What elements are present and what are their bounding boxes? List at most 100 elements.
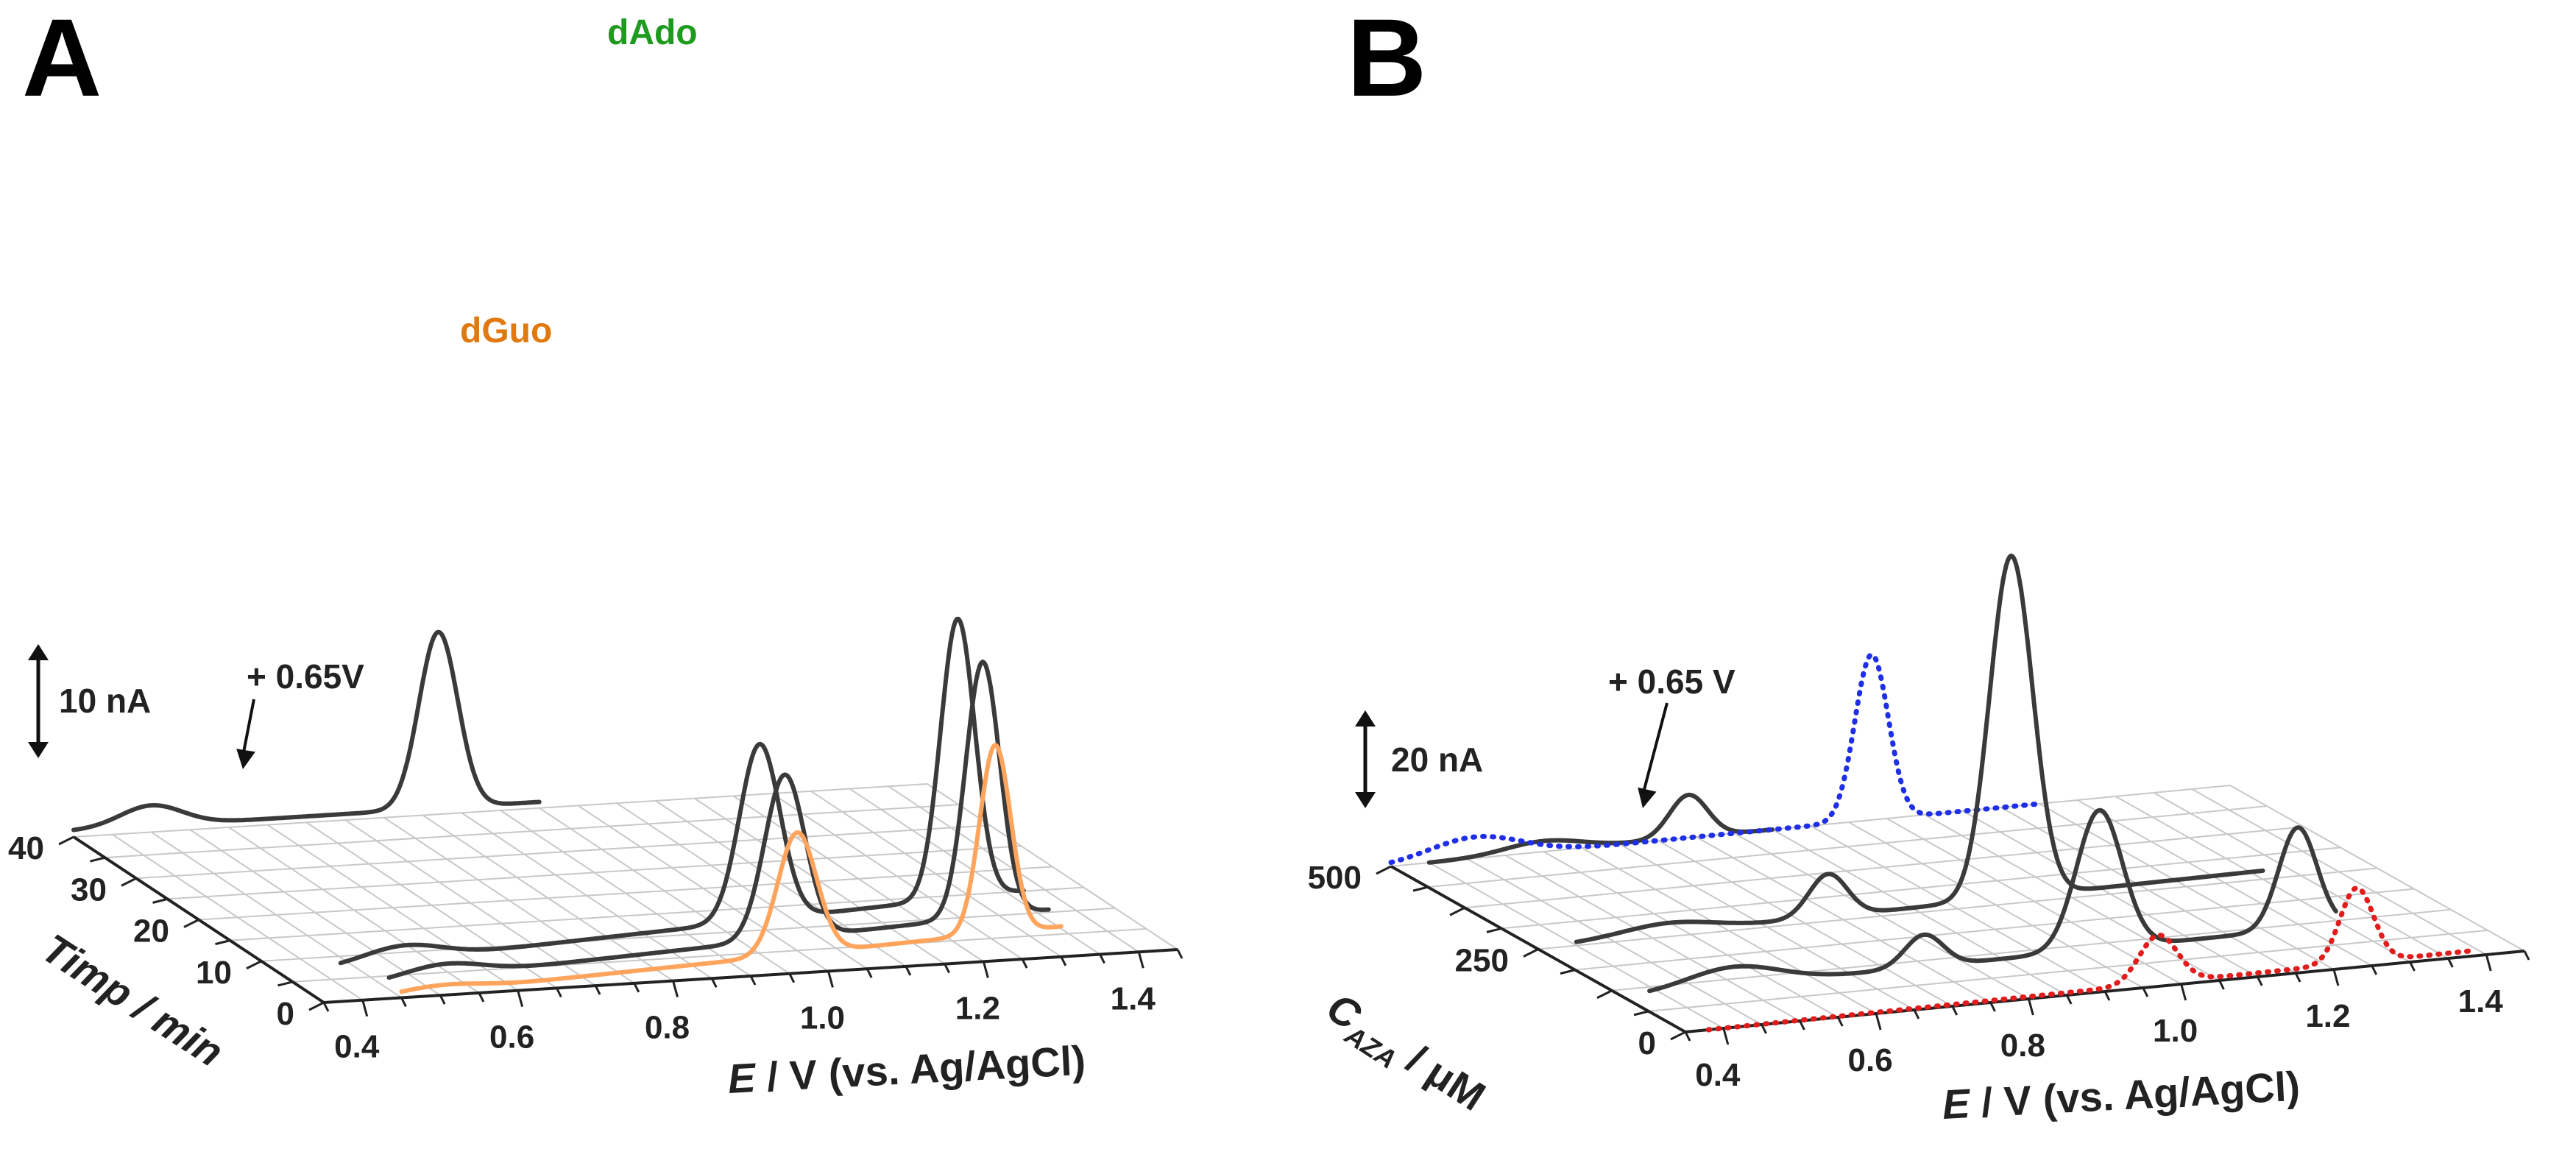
scale-bar-arrow-down bbox=[28, 742, 49, 758]
potential-annotation: + 0.65 V bbox=[1608, 662, 1735, 701]
x-tick-mark bbox=[1875, 1013, 1882, 1031]
x-tick-label: 0.4 bbox=[334, 1029, 380, 1065]
x-tick-label: 1.4 bbox=[1111, 980, 1156, 1017]
potential-annotation: + 0.65V bbox=[247, 657, 364, 696]
scale-bar-label: 10 nA bbox=[59, 682, 151, 720]
x-axis-label: E / V (vs. Ag/AgCl) bbox=[726, 1037, 1086, 1102]
z-tick-mark bbox=[183, 919, 199, 928]
scale-bar-label: 20 nA bbox=[1391, 740, 1483, 779]
x-tick-mark bbox=[1021, 958, 1028, 969]
x-tick-mark bbox=[1913, 1009, 1920, 1019]
x-tick-mark bbox=[1099, 953, 1105, 964]
series-line-250-m bbox=[1574, 554, 2265, 944]
series-group bbox=[71, 616, 1064, 994]
z-ticks: 0 250 500 bbox=[1308, 860, 1686, 1061]
z-tick-mark bbox=[1670, 1031, 1686, 1041]
x-tick-mark bbox=[827, 971, 834, 988]
x-tick-mark bbox=[2027, 998, 2034, 1016]
x-tick-mark bbox=[361, 1000, 369, 1017]
x-tick-mark bbox=[1060, 956, 1067, 966]
x-tick-mark bbox=[1799, 1020, 1805, 1031]
grid-line bbox=[1427, 805, 2268, 888]
z-tick-mark bbox=[1486, 927, 1502, 933]
series-line-t-6-min bbox=[338, 616, 1026, 966]
z-tick-label: 30 bbox=[71, 872, 107, 908]
annotation-arrow-line bbox=[241, 699, 255, 757]
series-line-100-m bbox=[1647, 807, 2338, 994]
z-tick-mark bbox=[277, 980, 293, 987]
x-tick-label: 0.6 bbox=[1848, 1042, 1893, 1078]
x-tick-mark bbox=[2447, 958, 2454, 968]
x-axis-label-italic: E bbox=[726, 1054, 757, 1102]
x-tick-label: 0.6 bbox=[489, 1019, 534, 1056]
x-tick-mark bbox=[478, 992, 485, 1003]
x-tick-mark bbox=[749, 975, 757, 986]
x-tick-mark bbox=[1836, 1017, 1844, 1027]
x-tick-label: 1.4 bbox=[2458, 983, 2504, 1019]
z-tick-label: 40 bbox=[8, 830, 44, 866]
panel-a: 0.4 0.6 0.8 1.0 1.2 1.4 0 10 20 30 40 E / V (vs. Ag… bbox=[8, 13, 1183, 1102]
grid-line bbox=[230, 886, 1084, 941]
scale-bar-arrow-up bbox=[1355, 710, 1376, 727]
x-ticks: 0.4 0.6 0.8 1.0 1.2 1.4 bbox=[1684, 950, 2530, 1093]
annotation-arrow-head bbox=[236, 749, 255, 769]
z-tick-mark bbox=[1560, 969, 1576, 975]
panel-b: 0.4 0.6 0.8 1.0 1.2 1.4 0 250 500 E / V (vs. Ag/A… bbox=[1308, 554, 2530, 1128]
z-tick-mark bbox=[1523, 948, 1539, 958]
z-tick-mark bbox=[215, 939, 230, 946]
z-tick-label: 10 bbox=[196, 955, 232, 991]
x-tick-mark bbox=[556, 987, 562, 998]
peak-label-dado: dAdo bbox=[607, 13, 698, 52]
panel-letter-a: A bbox=[22, 0, 102, 119]
x-tick-label: 1.2 bbox=[2305, 998, 2350, 1034]
grid-line bbox=[292, 927, 1147, 983]
series-line-500-m bbox=[1426, 792, 1775, 865]
x-tick-mark bbox=[1684, 1031, 1691, 1042]
series-line-500-m-dotted- bbox=[1388, 651, 2042, 866]
floor-grid bbox=[1390, 785, 2525, 1033]
z-axis-label-rest: / μM bbox=[1390, 1030, 1493, 1120]
grid-line bbox=[105, 804, 959, 859]
grid-line bbox=[73, 783, 928, 838]
grid-line bbox=[1501, 846, 2341, 930]
z-tick-label: 0 bbox=[277, 996, 294, 1032]
x-tick-mark bbox=[2142, 987, 2149, 997]
grid-line bbox=[167, 845, 1022, 900]
x-tick-mark bbox=[2294, 972, 2301, 983]
x-tick-mark bbox=[2485, 954, 2492, 972]
z-tick-mark bbox=[308, 1001, 325, 1011]
grid-line bbox=[1464, 826, 2304, 909]
z-axis-label: CAZA / μM bbox=[1315, 983, 1494, 1125]
scale-bar-arrow-up bbox=[28, 644, 49, 660]
annotation-arrow-line bbox=[1641, 702, 1669, 796]
x-axis-label-rest: / V (vs. Ag/AgCl) bbox=[754, 1037, 1087, 1100]
grid-line bbox=[198, 866, 1053, 921]
z-tick-label: 0 bbox=[1638, 1025, 1656, 1061]
x-tick-mark bbox=[672, 980, 679, 997]
x-tick-mark bbox=[400, 997, 407, 1008]
x-axis-label: E / V (vs. Ag/AgCl) bbox=[1941, 1063, 2301, 1128]
scale-bar-arrow-down bbox=[1355, 792, 1376, 808]
z-tick-mark bbox=[152, 897, 168, 904]
x-tick-mark bbox=[439, 994, 446, 1005]
x-ticks: 0.4 0.6 0.8 1.0 1.2 1.4 bbox=[322, 949, 1183, 1065]
grid-line bbox=[1574, 888, 2415, 971]
z-tick-mark bbox=[1633, 1010, 1649, 1017]
x-tick-mark bbox=[2180, 983, 2187, 1001]
x-tick-mark bbox=[1951, 1005, 1958, 1016]
x-tick-mark bbox=[2065, 994, 2073, 1005]
x-tick-mark bbox=[1989, 1002, 1996, 1012]
x-tick-mark bbox=[866, 968, 873, 978]
series-line-t-40-min bbox=[71, 629, 542, 833]
peak-label-dguo: dGuo bbox=[460, 311, 552, 350]
x-tick-mark bbox=[905, 966, 912, 976]
series-group bbox=[1388, 554, 2474, 1033]
series-line-0-m bbox=[1705, 885, 2474, 1033]
x-tick-mark bbox=[2218, 980, 2225, 990]
grid-line bbox=[1611, 908, 2452, 991]
x-tick-mark bbox=[594, 985, 601, 995]
x-tick-mark bbox=[710, 978, 718, 988]
grid-line bbox=[1538, 867, 2378, 950]
x-tick-mark bbox=[517, 990, 524, 1008]
x-tick-mark bbox=[2409, 961, 2416, 972]
